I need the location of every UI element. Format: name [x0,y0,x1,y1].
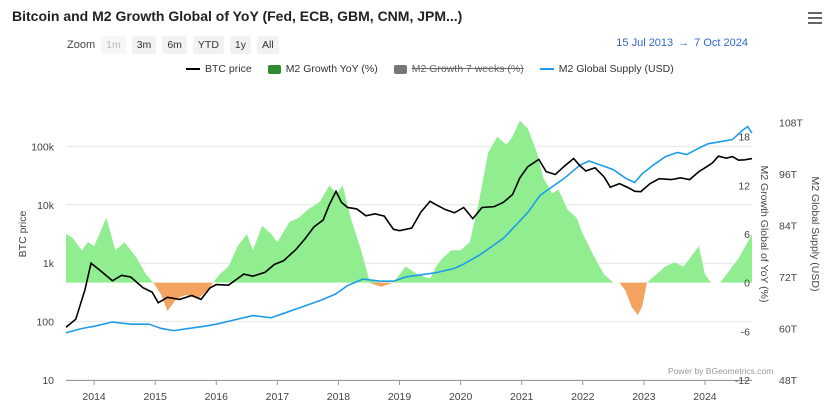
legend-label: M2 Growth YoY (%) [285,63,378,75]
legend-label: M2 Global Supply (USD) [558,63,674,75]
hamburger-menu-icon[interactable] [808,12,822,24]
btc-tick-label: 10 [42,375,54,387]
menu-bar [808,12,822,14]
x-tick-label: 2021 [510,391,534,403]
m2-yoy-tick-label: 6 [744,229,750,241]
m2-supply-tick-label: 96T [779,169,798,181]
chart-legend: BTC price M2 Growth YoY (%) M2 Growth 7 … [186,63,690,75]
btc-tick-label: 100 [36,317,54,329]
range-from[interactable]: 15 Jul 2013 [616,37,674,49]
zoom-ytd-button[interactable]: YTD [192,36,224,54]
menu-bar [808,22,822,24]
legend-item-m2-7w[interactable]: M2 Growth 7 weeks (%) [393,63,524,75]
x-tick-label: 2015 [144,391,168,403]
x-tick-label: 2023 [632,391,656,403]
btc-axis-title: BTC price [17,211,29,258]
range-arrow-icon: → [678,37,690,49]
legend-swatch [393,64,407,74]
zoom-controls: Zoom 1m 3m 6m YTD 1y All [67,36,285,54]
x-tick-label: 2016 [205,391,229,403]
m2-supply-tick-label: 60T [779,323,798,335]
m2-yoy-axis-title: M2 Growth Global of YoY (%) [758,166,770,303]
zoom-6m-button[interactable]: 6m [162,36,187,54]
m2-supply-tick-label: 48T [779,375,798,387]
legend-item-m2-yoy[interactable]: M2 Growth YoY (%) [267,63,378,75]
legend-item-m2-supply[interactable]: M2 Global Supply (USD) [539,63,674,75]
legend-item-btc[interactable]: BTC price [186,63,252,75]
btc-tick-label: 100k [31,141,55,153]
m2-yoy-tick-label: 0 [744,278,750,290]
zoom-all-button[interactable]: All [257,36,279,54]
x-tick-label: 2017 [266,391,290,403]
x-tick-label: 2020 [449,391,473,403]
chart-title: Bitcoin and M2 Growth Global of YoY (Fed… [12,8,463,24]
series-btc-price-line [65,155,753,328]
legend-label: M2 Growth 7 weeks (%) [411,63,524,75]
m2-supply-tick-label: 108T [779,117,804,129]
series-m2-growth-positive-area [66,120,752,283]
series-m2-supply-line [65,125,753,334]
btc-tick-label: 10k [37,200,55,212]
m2-supply-tick-label: 84T [779,220,798,232]
zoom-1m-button[interactable]: 1m [101,36,126,54]
m2-supply-tick-label: 72T [779,272,798,284]
series-m2-growth-negative-area [66,282,752,316]
zoom-1y-button[interactable]: 1y [229,36,251,54]
btc-tick-label: 1k [43,258,55,270]
legend-label: BTC price [205,63,252,75]
zoom-3m-button[interactable]: 3m [131,36,157,54]
x-tick-label: 2022 [571,391,595,403]
credit-text: Power by BGeometrics.com [668,366,774,376]
range-to[interactable]: 7 Oct 2024 [694,37,748,49]
menu-bar [808,17,822,19]
x-tick-label: 2014 [82,391,106,403]
m2-yoy-tick-label: -12 [735,375,750,387]
x-tick-label: 2024 [693,391,717,403]
zoom-label: Zoom [67,39,96,51]
m2-supply-axis-title: M2 Global Supply (USD) [809,177,821,292]
legend-swatch [267,64,281,74]
x-tick-label: 2018 [327,391,351,403]
m2-yoy-tick-label: 18 [738,132,750,144]
date-range: 15 Jul 2013 → 7 Oct 2024 [616,37,748,49]
m2-yoy-tick-label: -6 [741,326,750,338]
legend-swatch [186,68,200,70]
legend-swatch [539,68,554,70]
m2-yoy-tick-label: 12 [738,180,750,192]
x-tick-label: 2019 [388,391,412,403]
